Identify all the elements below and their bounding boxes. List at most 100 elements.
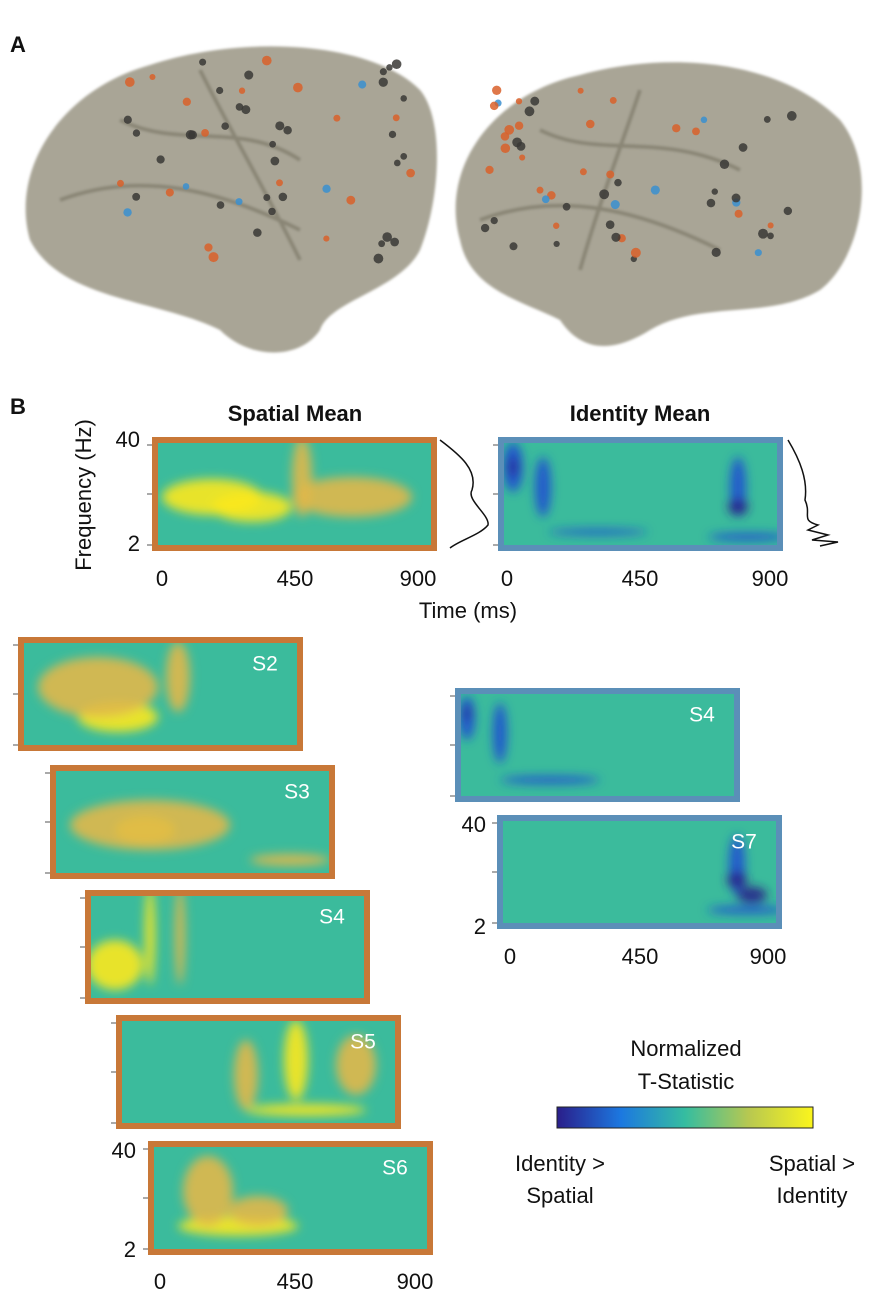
heatmap-blobs [70, 800, 330, 866]
electrode [763, 115, 771, 123]
electrode [672, 124, 681, 133]
heatmap-blobs [234, 1020, 376, 1116]
heatmap-blob [246, 1104, 366, 1116]
heatmap-blob [284, 1020, 308, 1100]
heatmap-blob [464, 705, 470, 721]
electrode [500, 143, 511, 154]
electrode [216, 201, 225, 209]
electrode [400, 153, 408, 160]
electrode [599, 189, 610, 200]
heatmap [497, 815, 782, 929]
electrode [516, 141, 526, 151]
electrode [263, 194, 271, 201]
heatmap-blob [727, 872, 747, 888]
electrode [156, 155, 165, 164]
electrode [731, 193, 741, 203]
electrode [783, 206, 793, 216]
heatmap-blob [548, 529, 648, 535]
electrode [562, 202, 571, 211]
electrode [541, 195, 550, 204]
y-tick-label: 2 [474, 914, 486, 939]
heatmap-border [85, 890, 370, 1004]
heatmap-blob [87, 940, 143, 990]
subject-label: S2 [252, 653, 278, 676]
electrode [734, 209, 743, 218]
panel-label: A [10, 32, 26, 57]
electrode [373, 253, 384, 264]
electrode [605, 220, 615, 229]
spectrum-trace [439, 439, 489, 549]
electrode [706, 198, 716, 208]
colorbar-title: Normalized [630, 1036, 741, 1061]
colorbar [556, 1106, 814, 1129]
electrode [390, 237, 399, 247]
y-axis-label: Frequency (Hz) [71, 419, 96, 571]
subject-label: S5 [350, 1031, 376, 1054]
subject-label: S3 [284, 781, 310, 804]
x-tick-label: 450 [622, 944, 659, 969]
electrode [492, 85, 502, 95]
electrode [577, 87, 584, 94]
electrode [530, 96, 540, 106]
electrode [692, 127, 700, 136]
x-tick-label: 450 [277, 566, 314, 591]
x-tick-label: 450 [277, 1269, 314, 1294]
electrode [630, 247, 641, 258]
electrode [268, 207, 276, 216]
electrode [579, 168, 587, 176]
electrode [392, 114, 400, 122]
electrode [515, 98, 523, 105]
electrode [235, 198, 243, 206]
x-tick-label: 0 [504, 944, 516, 969]
heatmap-blob [228, 1196, 288, 1226]
electrode [400, 95, 407, 102]
electrode [490, 216, 498, 225]
electrode [388, 130, 397, 139]
electrode [609, 96, 617, 104]
x-tick-label: 0 [501, 566, 513, 591]
heatmap [50, 765, 335, 879]
electrode [253, 228, 262, 237]
electrode [270, 156, 280, 166]
electrode [333, 114, 341, 122]
heatmap-blob [38, 657, 158, 717]
heatmap-blob [728, 499, 748, 515]
electrode [711, 247, 721, 257]
spectrum-trace [787, 439, 839, 547]
heatmap-blobs [459, 696, 600, 784]
heatmap-blob [737, 887, 767, 903]
heatmap [85, 890, 370, 1004]
heatmap-blobs [707, 835, 782, 914]
electrode [700, 116, 708, 124]
panel-label: B [10, 394, 26, 419]
electrode [261, 55, 272, 66]
electrode [358, 80, 367, 89]
electrode [386, 64, 393, 71]
subject-label: S7 [731, 831, 757, 854]
electrode [275, 121, 285, 131]
panel-title: Spatial Mean [228, 401, 362, 426]
electrode [786, 111, 797, 121]
electrode [547, 191, 556, 200]
heatmap-blobs [503, 442, 783, 541]
electrode [553, 240, 560, 248]
y-tick-label: 40 [462, 812, 486, 837]
y-tick-label: 2 [128, 531, 140, 556]
brain-left [25, 46, 437, 353]
colorbar-high-label: Spatial > [769, 1151, 855, 1176]
electrode [278, 192, 288, 202]
electrode [132, 192, 141, 201]
y-tick-label: 40 [116, 427, 140, 452]
heatmap-blob [292, 477, 412, 517]
electrode [391, 59, 402, 69]
electrode [117, 179, 124, 187]
heatmap-blob [175, 890, 185, 985]
panel-title: Identity Mean [570, 401, 711, 426]
heatmap-blob [145, 890, 155, 985]
electrode [767, 232, 774, 240]
electrode [614, 178, 622, 187]
electrode [610, 199, 620, 210]
electrode [519, 154, 526, 161]
electrode [738, 143, 748, 152]
x-tick-label: 900 [400, 566, 437, 591]
